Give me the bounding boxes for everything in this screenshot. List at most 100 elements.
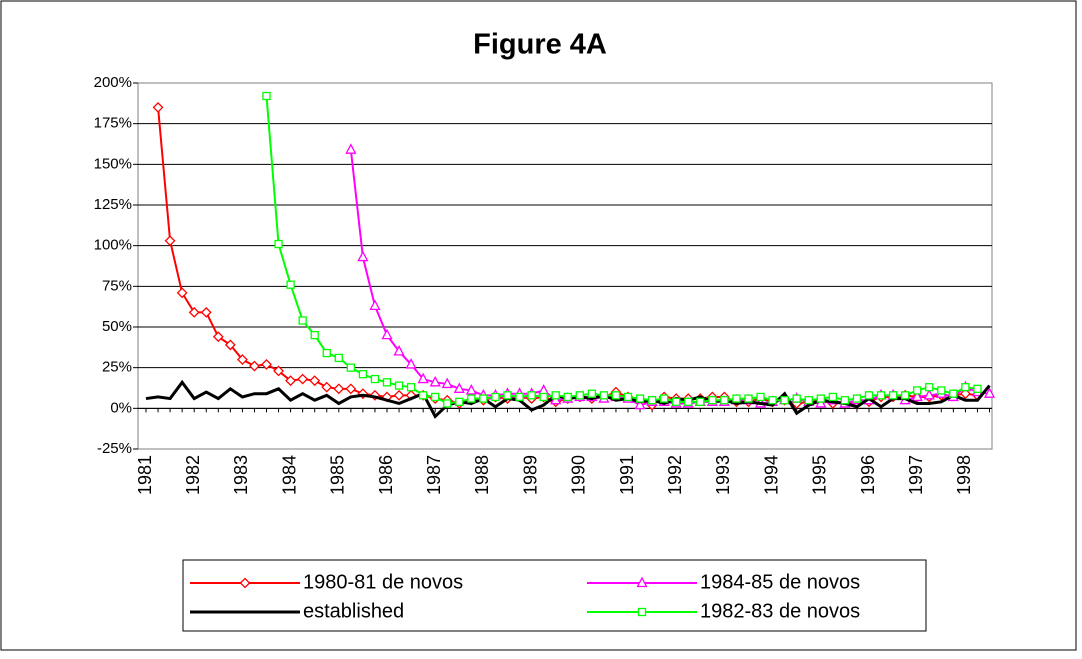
triangle-marker <box>983 387 996 398</box>
square-marker <box>792 394 801 403</box>
diamond-marker <box>239 577 251 589</box>
diamond-marker <box>273 365 284 377</box>
square-marker <box>539 392 548 402</box>
square-marker <box>840 396 850 405</box>
square-marker <box>637 607 647 617</box>
square-marker <box>660 394 669 403</box>
square-marker <box>780 396 789 405</box>
diamond-marker <box>236 354 248 365</box>
diamond-marker <box>224 339 236 351</box>
x-tick-label: 1994 <box>761 455 781 495</box>
triangle-marker <box>429 375 441 387</box>
square-marker <box>503 391 512 400</box>
x-tick-label: 1982 <box>183 455 203 495</box>
x-tick-label: 1984 <box>279 455 299 495</box>
square-marker <box>744 394 753 403</box>
square-marker <box>756 392 765 402</box>
diamond-marker <box>212 331 224 343</box>
diamond-marker <box>249 360 260 372</box>
square-marker <box>647 396 657 405</box>
square-marker <box>322 348 331 358</box>
x-tick-label: 1988 <box>472 455 492 495</box>
square-marker <box>599 391 609 400</box>
x-tick-label: 1983 <box>231 455 251 495</box>
square-marker <box>515 392 524 402</box>
x-tick-label: 1997 <box>906 455 926 495</box>
diamond-marker <box>152 101 164 113</box>
x-tick-label: 1989 <box>520 455 540 495</box>
diamond-marker <box>393 389 405 401</box>
triangle-marker <box>634 398 646 410</box>
square-marker <box>684 397 693 406</box>
square-marker <box>575 391 584 400</box>
square-marker <box>563 392 572 402</box>
y-tick-label: 200% <box>94 74 132 91</box>
x-tick-label: 1986 <box>376 455 396 495</box>
square-marker <box>888 391 898 400</box>
triangle-marker <box>453 382 465 393</box>
triangle-marker <box>417 372 429 384</box>
triangle-marker <box>369 299 381 311</box>
square-marker <box>262 91 271 101</box>
square-marker <box>370 374 380 384</box>
x-tick-label: 1991 <box>617 455 637 495</box>
square-marker <box>431 392 440 402</box>
square-marker <box>828 392 837 402</box>
square-marker <box>901 391 910 400</box>
square-marker <box>696 397 705 406</box>
diamond-marker <box>333 383 345 395</box>
square-marker <box>527 391 536 400</box>
x-tick-label: 1995 <box>810 455 830 495</box>
triangle-marker <box>357 250 369 262</box>
y-tick-label: 175% <box>94 115 132 132</box>
diamond-marker <box>164 235 176 247</box>
square-marker <box>611 391 621 400</box>
square-marker <box>551 391 560 400</box>
square-marker <box>358 370 368 379</box>
square-marker <box>852 394 862 403</box>
square-marker <box>937 386 946 395</box>
square-marker <box>587 389 596 398</box>
square-marker <box>973 384 982 393</box>
square-marker <box>949 389 958 398</box>
diamond-marker <box>285 375 297 387</box>
x-tick-label: 1993 <box>713 455 733 495</box>
square-marker <box>816 394 825 403</box>
triangle-marker <box>345 143 357 154</box>
triangle-marker <box>441 377 453 389</box>
square-marker <box>346 363 356 372</box>
triangle-marker <box>405 358 417 369</box>
square-marker <box>491 392 500 402</box>
square-marker <box>804 396 813 405</box>
square-marker <box>708 396 717 405</box>
legend-label: 1984-85 de novos <box>700 571 860 593</box>
square-marker <box>286 280 295 289</box>
square-marker <box>455 397 464 406</box>
triangle-marker <box>381 328 393 340</box>
y-tick-label: -25% <box>97 440 132 457</box>
chart-title: Figure 4A <box>473 29 607 61</box>
square-marker <box>672 397 681 406</box>
legend-label: 1982-83 de novos <box>700 600 860 622</box>
x-tick-label: 1981 <box>135 455 155 495</box>
diamond-marker <box>309 375 321 387</box>
square-marker <box>467 394 476 403</box>
legend <box>182 559 927 632</box>
triangle-marker <box>911 390 923 402</box>
square-marker <box>382 378 392 387</box>
y-tick-label: 100% <box>94 237 132 254</box>
square-marker <box>443 399 452 408</box>
triangle-marker <box>636 576 648 588</box>
diamond-marker <box>345 383 357 395</box>
square-marker <box>310 330 319 340</box>
square-marker <box>394 381 404 390</box>
square-marker <box>864 391 874 400</box>
square-marker <box>913 386 922 395</box>
legend-label: 1980-81 de novos <box>303 571 463 593</box>
y-tick-label: 75% <box>102 277 132 294</box>
x-tick-label: 1996 <box>858 455 878 495</box>
square-marker <box>334 353 343 363</box>
square-marker <box>720 396 729 405</box>
x-tick-label: 1987 <box>424 455 444 495</box>
square-marker <box>623 392 633 402</box>
